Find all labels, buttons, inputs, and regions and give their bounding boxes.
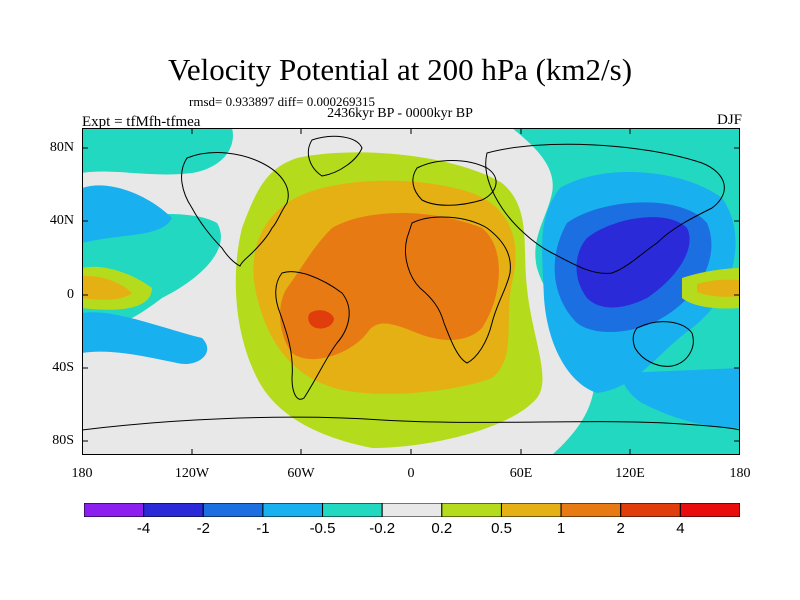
colorbar-label: 2 [616, 520, 625, 537]
lat-label-40n: 40N [49, 213, 74, 228]
lat-label-80s: 80S [52, 433, 74, 448]
season-label: DJF [716, 112, 742, 128]
colorbar-swatch [202, 503, 264, 517]
colorbar-swatch [262, 503, 324, 517]
velocity-potential-map [82, 128, 740, 455]
lon-label-120e: 120E [615, 466, 645, 481]
colorbar-swatch [441, 503, 502, 517]
colorbar-label: -0.5 [309, 520, 336, 537]
colorbar-swatch [500, 503, 562, 517]
lat-label-80n: 80N [49, 140, 74, 155]
lon-label-0: 0 [407, 466, 415, 481]
coastline-antarctica [82, 416, 740, 431]
colorbar-label: 0.2 [431, 520, 453, 537]
lat-label-40s: 40S [52, 360, 74, 375]
colorbar-swatch [84, 503, 145, 517]
map-frame [82, 128, 740, 455]
contour-neg-0.5-southwest [82, 312, 208, 364]
coastline-greenland [307, 135, 363, 177]
lat-label-0: 0 [67, 287, 74, 302]
colorbar-swatch [322, 503, 383, 517]
contour-pos-0.5-epac [697, 279, 740, 297]
lon-label-120w: 120W [174, 466, 210, 481]
map-title: Velocity Potential at 200 hPa (km2/s) [167, 52, 633, 87]
experiment-label: Expt = tfMfh-tfmea [82, 114, 201, 130]
colorbar-label: 1 [556, 520, 566, 537]
coastline-africa [405, 216, 511, 364]
colorbar-swatch [560, 503, 622, 517]
colorbar-label: 0.5 [491, 520, 512, 537]
colorbar [84, 503, 740, 517]
colorbar-label: 4 [676, 520, 685, 537]
colorbar-label: -2 [196, 520, 210, 537]
contour-neg-2-east [576, 217, 690, 308]
period-label: 2436kyr BP - 0000kyr BP [327, 106, 473, 121]
coastlines [82, 135, 740, 431]
colorbar-swatch [679, 503, 740, 517]
rmsd-diff-stats: rmsd= 0.933897 diff= 0.000269315 [189, 94, 375, 109]
lon-label-60w: 60W [287, 466, 315, 481]
contour-pos-2-central [308, 310, 334, 329]
colorbar-label: -0.2 [369, 520, 396, 537]
colorbar-label: -1 [256, 520, 270, 537]
coastline-north-america [181, 152, 289, 267]
lon-label-180w: 180 [71, 466, 93, 481]
colorbar-swatch [381, 503, 443, 517]
colorbar-label: -4 [136, 520, 151, 537]
coastline-south-america [275, 271, 350, 400]
contour-pos-0.5-wpac [82, 275, 132, 300]
lon-label-180e: 180 [729, 466, 751, 481]
coastline-europe [412, 160, 497, 206]
coastline-asia [485, 143, 725, 274]
colorbar-swatch [143, 503, 204, 517]
contour-neg-0.2-north [82, 128, 233, 175]
colorbar-swatch [620, 503, 681, 517]
contour-neg-0.5-west [82, 185, 172, 243]
lon-label-60e: 60E [509, 466, 533, 481]
coastline-australia [632, 321, 694, 367]
contour-neg-0.5-southeast [622, 368, 740, 428]
